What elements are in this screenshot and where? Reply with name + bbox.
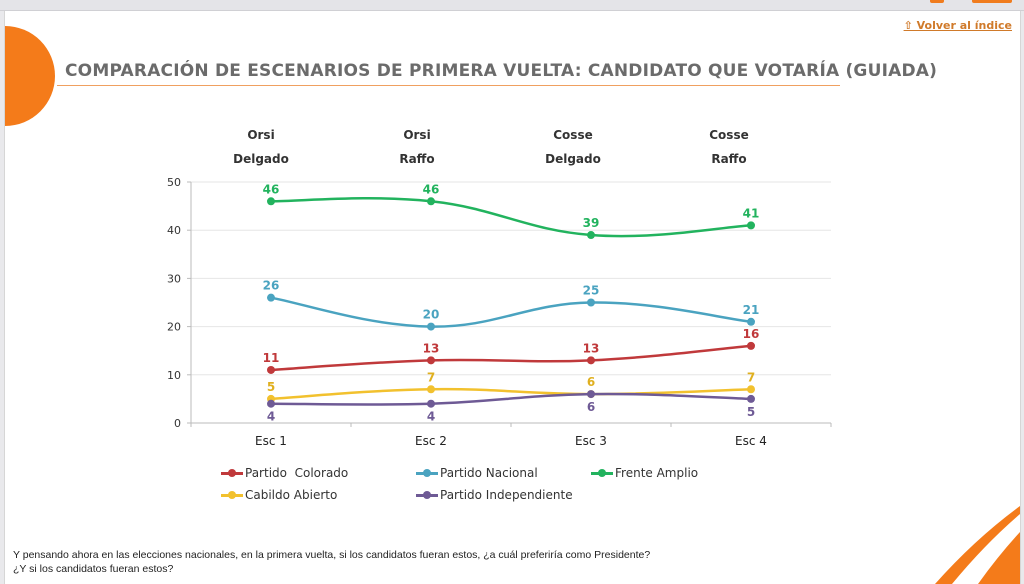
scenario-candidate-1: Cosse <box>553 128 593 142</box>
data-point <box>747 317 755 326</box>
y-tick-label: 20 <box>167 321 181 334</box>
data-label: 25 <box>583 284 600 298</box>
data-label: 21 <box>743 303 760 317</box>
scenario-candidate-2: Raffo <box>711 152 747 166</box>
legend-item: Cabildo Abierto <box>221 488 337 502</box>
slide: ⇧ Volver al índice COMPARACIÓN DE ESCENA… <box>4 11 1021 584</box>
data-point <box>747 385 755 394</box>
data-label: 16 <box>743 327 760 341</box>
legend-swatch-icon <box>591 468 613 477</box>
data-point <box>587 356 595 365</box>
data-label: 4 <box>267 410 275 424</box>
data-point <box>427 356 435 365</box>
scenario-candidate-1: Orsi <box>247 128 275 142</box>
data-label: 41 <box>743 206 760 220</box>
data-label: 11 <box>263 351 280 365</box>
title-underline <box>57 85 840 86</box>
x-tick-label: Esc 4 <box>735 434 767 448</box>
data-label: 20 <box>423 308 440 322</box>
legend-label: Frente Amplio <box>615 466 699 480</box>
top-bar-mark <box>972 0 1012 3</box>
y-tick-label: 50 <box>167 176 181 189</box>
data-point <box>267 197 275 206</box>
data-label: 4 <box>427 410 435 424</box>
legend-label: Partido Colorado <box>245 466 349 480</box>
data-label: 6 <box>587 375 595 389</box>
legend-item: Partido Independiente <box>416 488 573 502</box>
data-label: 5 <box>267 380 275 394</box>
legend-swatch-icon <box>416 468 438 477</box>
data-point <box>267 399 275 408</box>
data-label: 7 <box>427 370 435 384</box>
data-point <box>747 221 755 230</box>
scenario-candidate-2: Delgado <box>545 152 601 166</box>
scenario-header: Cosse Delgado <box>513 123 633 171</box>
legend-swatch-icon <box>221 468 243 477</box>
x-tick-label: Esc 1 <box>255 434 287 448</box>
data-point <box>267 365 275 374</box>
window-top-bar <box>0 0 1024 11</box>
top-bar-mark <box>930 0 944 3</box>
data-point <box>587 231 595 240</box>
legend-swatch-icon <box>416 490 438 499</box>
scenario-candidate-1: Orsi <box>403 128 431 142</box>
page-title: COMPARACIÓN DE ESCENARIOS DE PRIMERA VUE… <box>65 61 938 81</box>
data-label: 6 <box>587 400 595 414</box>
x-tick-label: Esc 3 <box>575 434 607 448</box>
scenario-header: Cosse Raffo <box>669 123 789 171</box>
y-tick-label: 40 <box>167 224 181 237</box>
data-point <box>427 322 435 331</box>
data-point <box>587 298 595 307</box>
legend-label: Partido Independiente <box>440 488 573 502</box>
data-point <box>427 385 435 394</box>
legend-item: Partido Colorado <box>221 466 348 480</box>
data-label: 13 <box>583 341 600 355</box>
data-label: 5 <box>747 405 755 419</box>
legend-item: Partido Nacional <box>416 466 538 480</box>
series-line-2 <box>270 197 752 238</box>
legend-item: Frente Amplio <box>591 466 698 480</box>
data-label: 13 <box>423 341 440 355</box>
line-chart: 0 10 20 30 40 50 Esc 1 Esc 2 Esc 3 Esc 4 11 13 13 16 2… <box>167 176 832 448</box>
legend-label: Cabildo Abierto <box>245 488 338 502</box>
y-tick-label: 10 <box>167 369 181 382</box>
legend-label: Partido Nacional <box>440 466 538 480</box>
data-point <box>427 197 435 206</box>
scenario-header: Orsi Raffo <box>357 123 477 171</box>
scenario-candidate-2: Raffo <box>399 152 435 166</box>
question-line-1: Y pensando ahora en las elecciones nacio… <box>13 549 651 561</box>
data-label: 46 <box>263 182 280 196</box>
data-point <box>747 394 755 403</box>
y-tick-label: 0 <box>174 417 181 430</box>
series-line-0 <box>270 344 752 372</box>
data-point <box>427 399 435 408</box>
data-label: 26 <box>263 279 280 293</box>
series-line-1 <box>270 296 752 328</box>
survey-question: Y pensando ahora en las elecciones nacio… <box>13 548 650 576</box>
data-label: 39 <box>583 216 600 230</box>
y-tick-label: 30 <box>167 272 181 285</box>
back-to-index-link[interactable]: ⇧ Volver al índice <box>903 19 1012 32</box>
orange-swoosh-decoration <box>935 506 1020 584</box>
data-point <box>267 293 275 302</box>
question-line-2: ¿Y si los candidatos fueran estos? <box>13 563 174 575</box>
series-line-4 <box>270 392 752 406</box>
data-label: 7 <box>747 370 755 384</box>
scenario-header: Orsi Delgado <box>201 123 321 171</box>
scenario-candidate-2: Delgado <box>233 152 289 166</box>
data-point <box>747 341 755 350</box>
data-label: 46 <box>423 182 440 196</box>
legend-swatch-icon <box>221 490 243 499</box>
scenario-candidate-1: Cosse <box>709 128 749 142</box>
data-point <box>587 390 595 399</box>
series-line-3 <box>270 387 752 401</box>
x-tick-label: Esc 2 <box>415 434 447 448</box>
